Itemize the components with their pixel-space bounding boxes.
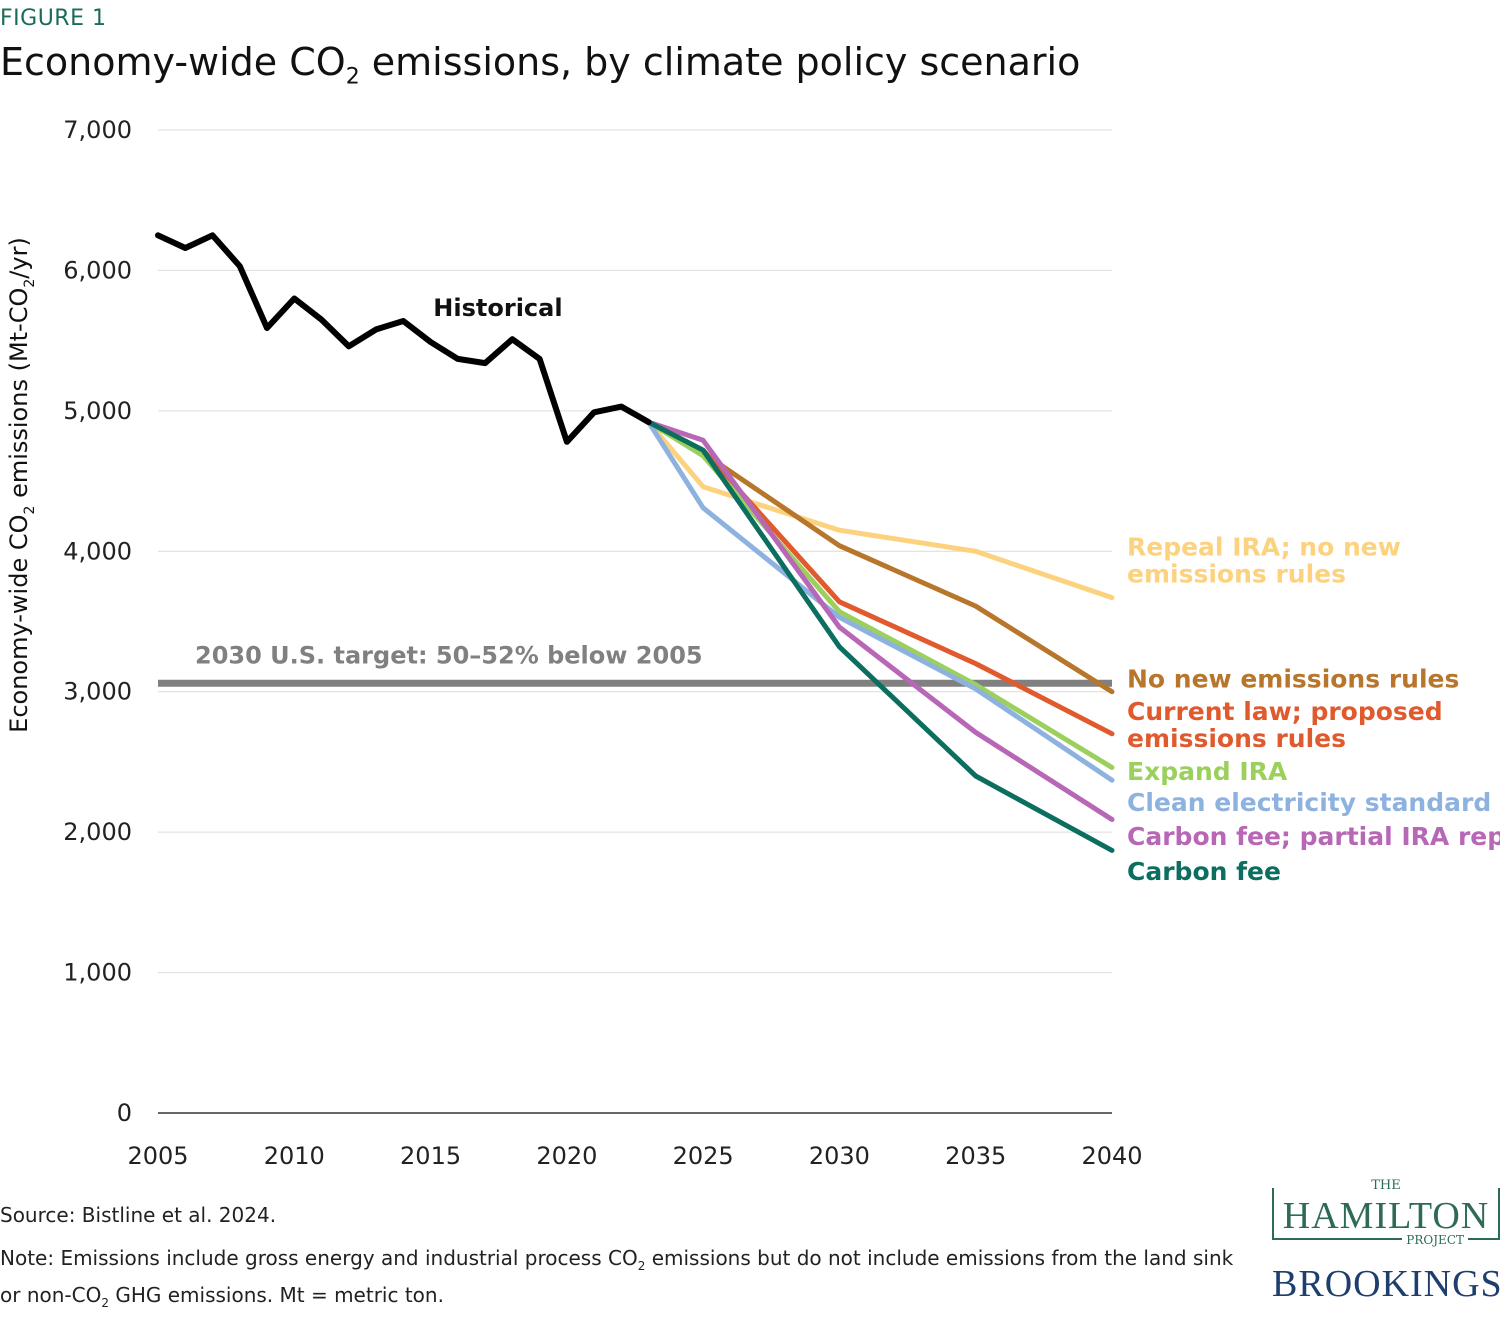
series-line-6 — [646, 419, 1115, 853]
note-part-3: GHG emissions. Mt = metric ton. — [108, 1283, 444, 1307]
x-axis-ticks: 2005 2010 2015 2020 2025 2030 2035 2040 — [127, 1142, 1142, 1170]
gridlines — [158, 129, 1112, 1114]
logo-project: PROJECT — [1402, 1233, 1468, 1247]
title-subscript: 2 — [345, 64, 360, 90]
chart-title: Economy-wide CO2 emissions, by climate p… — [0, 40, 1080, 90]
note-part-2: emissions but do not include emissions f… — [0, 1246, 1234, 1307]
x-tick-label: 2020 — [536, 1142, 597, 1170]
y-tick-label: 6,000 — [63, 256, 132, 284]
series-line-4 — [646, 419, 1115, 783]
series-label-5: Carbon fee; partial IRA repeal — [1127, 822, 1500, 851]
ylabel-part-2: emissions (Mt-CO — [5, 288, 33, 506]
y-axis-label: Economy-wide CO2 emissions (Mt-CO2/yr) — [5, 237, 38, 733]
ylabel-part-1: Economy-wide CO — [5, 514, 33, 732]
series-label-line: Current law; proposed — [1127, 697, 1443, 726]
series-label-line: Repeal IRA; no new — [1127, 532, 1401, 561]
logo-hamilton: HAMILTON — [1282, 1195, 1490, 1237]
historical-line — [155, 232, 652, 445]
x-tick-label: 2040 — [1081, 1142, 1142, 1170]
note-sub-2: 2 — [101, 1296, 109, 1310]
publisher-logos: THE HAMILTON PROJECT BROOKINGS — [1272, 1178, 1500, 1306]
ylabel-sub-1: 2 — [22, 506, 38, 515]
y-tick-label: 1,000 — [63, 959, 132, 987]
series-label-line: Clean electricity standard — [1127, 788, 1491, 817]
y-tick-label: 3,000 — [63, 678, 132, 706]
series-label-3: Expand IRA — [1127, 757, 1288, 786]
emissions-line-chart: 0 1,000 2,000 3,000 4,000 5,000 6,000 7,000 200… — [5, 116, 1500, 1170]
series-label-line: Carbon fee — [1127, 857, 1281, 886]
y-axis-ticks: 0 1,000 2,000 3,000 4,000 5,000 6,000 7,000 — [63, 116, 132, 1127]
series-line-5 — [646, 419, 1115, 822]
y-tick-label: 0 — [117, 1099, 132, 1127]
note-part-1: Note: Emissions include gross energy and… — [0, 1246, 638, 1270]
target-line-group: 2030 U.S. target: 50–52% below 2005 — [158, 641, 1112, 687]
target-label: 2030 U.S. target: 50–52% below 2005 — [195, 641, 703, 669]
y-tick-label: 5,000 — [63, 397, 132, 425]
figure-number: FIGURE 1 — [0, 6, 107, 31]
footnote: Note: Emissions include gross energy and… — [0, 1244, 1250, 1318]
logo-the: THE — [1367, 1178, 1405, 1193]
hamilton-project-logo: THE HAMILTON PROJECT — [1272, 1178, 1500, 1247]
series-label-line: emissions rules — [1127, 724, 1346, 753]
series-line-3 — [646, 419, 1115, 770]
series-lines — [155, 232, 1115, 853]
x-tick-label: 2030 — [809, 1142, 870, 1170]
series-label-line: Carbon fee; partial IRA repeal — [1127, 822, 1500, 851]
series-label-4: Clean electricity standard — [1127, 788, 1491, 817]
series-label-0: Repeal IRA; no new emissions rules — [1127, 532, 1401, 588]
series-line-0 — [646, 419, 1115, 601]
title-part-2: emissions, by climate policy scenario — [359, 40, 1081, 84]
x-tick-label: 2035 — [945, 1142, 1006, 1170]
x-tick-label: 2005 — [127, 1142, 188, 1170]
series-label-2: Current law; proposed emissions rules — [1127, 697, 1443, 753]
series-label-line: No new emissions rules — [1127, 665, 1459, 694]
y-tick-label: 4,000 — [63, 537, 132, 565]
series-label-line: Expand IRA — [1127, 757, 1288, 786]
title-part-1: Economy-wide CO — [0, 40, 346, 84]
x-tick-label: 2010 — [264, 1142, 325, 1170]
ylabel-sub-2: 2 — [22, 279, 38, 288]
historical-label: Historical — [433, 294, 562, 322]
brookings-logo: BROOKINGS — [1272, 1263, 1500, 1305]
series-label-line: emissions rules — [1127, 559, 1346, 588]
note-sub-1: 2 — [637, 1259, 646, 1273]
x-tick-label: 2015 — [400, 1142, 461, 1170]
source-note: Source: Bistline et al. 2024. — [0, 1203, 277, 1227]
y-tick-label: 7,000 — [63, 116, 132, 144]
series-label-6: Carbon fee — [1127, 857, 1281, 886]
x-tick-label: 2025 — [673, 1142, 734, 1170]
ylabel-part-3: /yr) — [5, 237, 33, 279]
y-tick-label: 2,000 — [63, 818, 132, 846]
series-label-1: No new emissions rules — [1127, 665, 1459, 694]
